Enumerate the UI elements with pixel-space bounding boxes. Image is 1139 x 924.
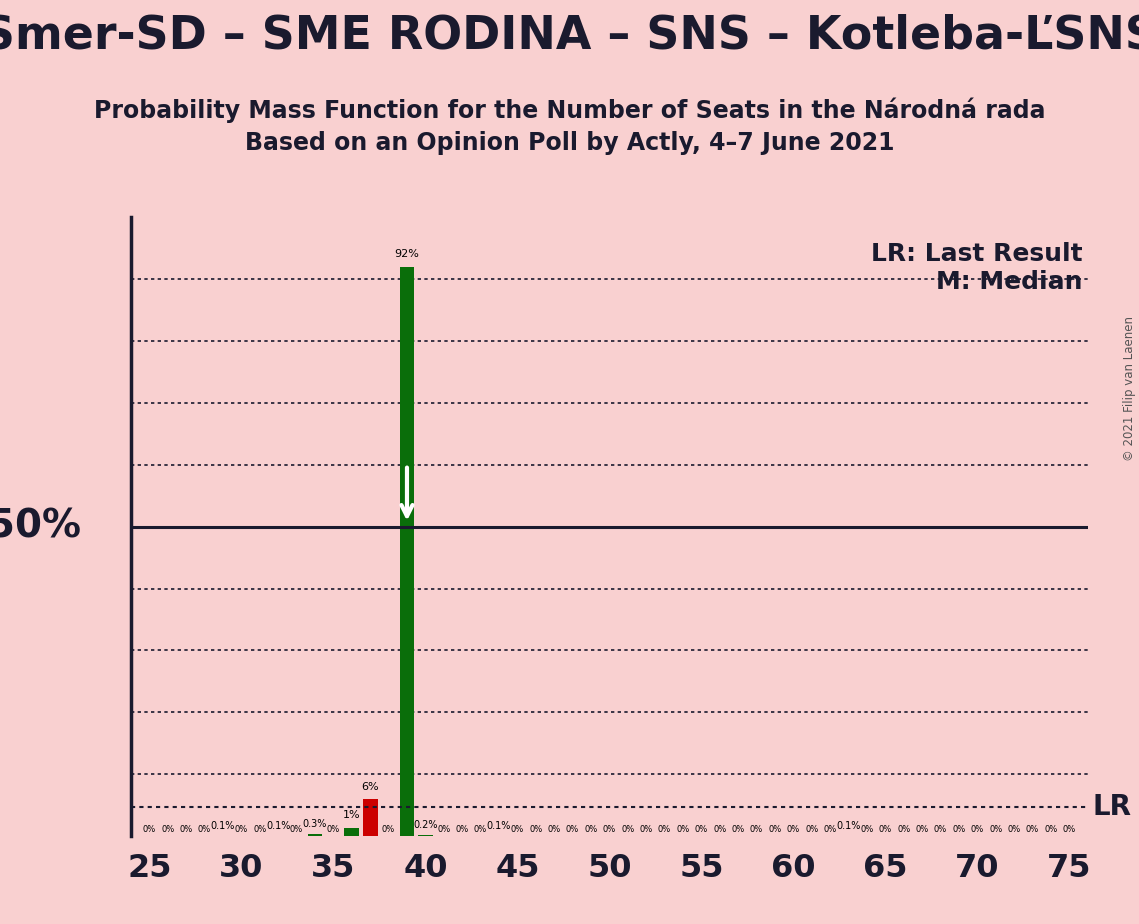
Text: 0%: 0%	[878, 825, 892, 834]
Text: 0%: 0%	[805, 825, 819, 834]
Text: 0%: 0%	[934, 825, 948, 834]
Text: 0%: 0%	[713, 825, 727, 834]
Text: 0%: 0%	[584, 825, 598, 834]
Text: 6%: 6%	[361, 782, 379, 792]
Text: Probability Mass Function for the Number of Seats in the Národná rada: Probability Mass Function for the Number…	[93, 97, 1046, 123]
Text: 0.1%: 0.1%	[211, 821, 235, 831]
Text: 0%: 0%	[437, 825, 450, 834]
Bar	[418, 835, 433, 836]
Text: 0%: 0%	[898, 825, 910, 834]
Text: 0%: 0%	[639, 825, 653, 834]
Text: 0%: 0%	[823, 825, 837, 834]
Text: 0%: 0%	[989, 825, 1002, 834]
Text: 0%: 0%	[860, 825, 874, 834]
Bar	[308, 834, 322, 836]
Text: 0%: 0%	[142, 825, 156, 834]
Text: 0%: 0%	[198, 825, 211, 834]
Text: 0%: 0%	[769, 825, 781, 834]
Text: 0%: 0%	[916, 825, 928, 834]
Text: Based on an Opinion Poll by Actly, 4–7 June 2021: Based on an Opinion Poll by Actly, 4–7 J…	[245, 131, 894, 155]
Text: 50%: 50%	[0, 507, 81, 546]
Text: 0%: 0%	[235, 825, 248, 834]
Text: 0.1%: 0.1%	[267, 821, 290, 831]
Text: 0%: 0%	[1026, 825, 1039, 834]
Bar	[344, 828, 359, 836]
Text: 0%: 0%	[1008, 825, 1021, 834]
Text: 0%: 0%	[749, 825, 763, 834]
Text: 0.3%: 0.3%	[303, 820, 327, 830]
Text: Smer-SD – SME RODINA – SNS – Kotleba-ĽSNS: Smer-SD – SME RODINA – SNS – Kotleba-ĽSN…	[0, 14, 1139, 59]
Text: © 2021 Filip van Laenen: © 2021 Filip van Laenen	[1123, 316, 1137, 460]
Text: 0.1%: 0.1%	[486, 821, 511, 831]
Text: LR: Last Result: LR: Last Result	[871, 242, 1083, 266]
Text: 0%: 0%	[695, 825, 708, 834]
Text: 0%: 0%	[530, 825, 542, 834]
Bar	[400, 267, 415, 836]
Text: 0%: 0%	[1044, 825, 1058, 834]
Bar	[363, 799, 377, 836]
Text: 0%: 0%	[658, 825, 671, 834]
Text: 0%: 0%	[566, 825, 580, 834]
Text: 0%: 0%	[456, 825, 469, 834]
Text: 0%: 0%	[1063, 825, 1076, 834]
Text: 0%: 0%	[970, 825, 984, 834]
Text: 0%: 0%	[510, 825, 524, 834]
Text: 1%: 1%	[343, 810, 361, 821]
Text: LR: LR	[1092, 793, 1131, 821]
Text: 0%: 0%	[474, 825, 487, 834]
Text: 0%: 0%	[180, 825, 192, 834]
Text: 0%: 0%	[603, 825, 616, 834]
Text: 0%: 0%	[787, 825, 800, 834]
Text: 0%: 0%	[621, 825, 634, 834]
Text: 0%: 0%	[677, 825, 689, 834]
Text: 0%: 0%	[253, 825, 267, 834]
Text: 92%: 92%	[394, 249, 419, 260]
Text: 0%: 0%	[327, 825, 341, 834]
Text: 0.2%: 0.2%	[413, 820, 437, 830]
Text: 0%: 0%	[382, 825, 395, 834]
Text: 0.1%: 0.1%	[836, 821, 861, 831]
Text: 0%: 0%	[548, 825, 560, 834]
Text: 0%: 0%	[731, 825, 745, 834]
Text: 0%: 0%	[290, 825, 303, 834]
Text: 0%: 0%	[952, 825, 966, 834]
Text: M: Median: M: Median	[936, 270, 1083, 294]
Text: 0%: 0%	[161, 825, 174, 834]
